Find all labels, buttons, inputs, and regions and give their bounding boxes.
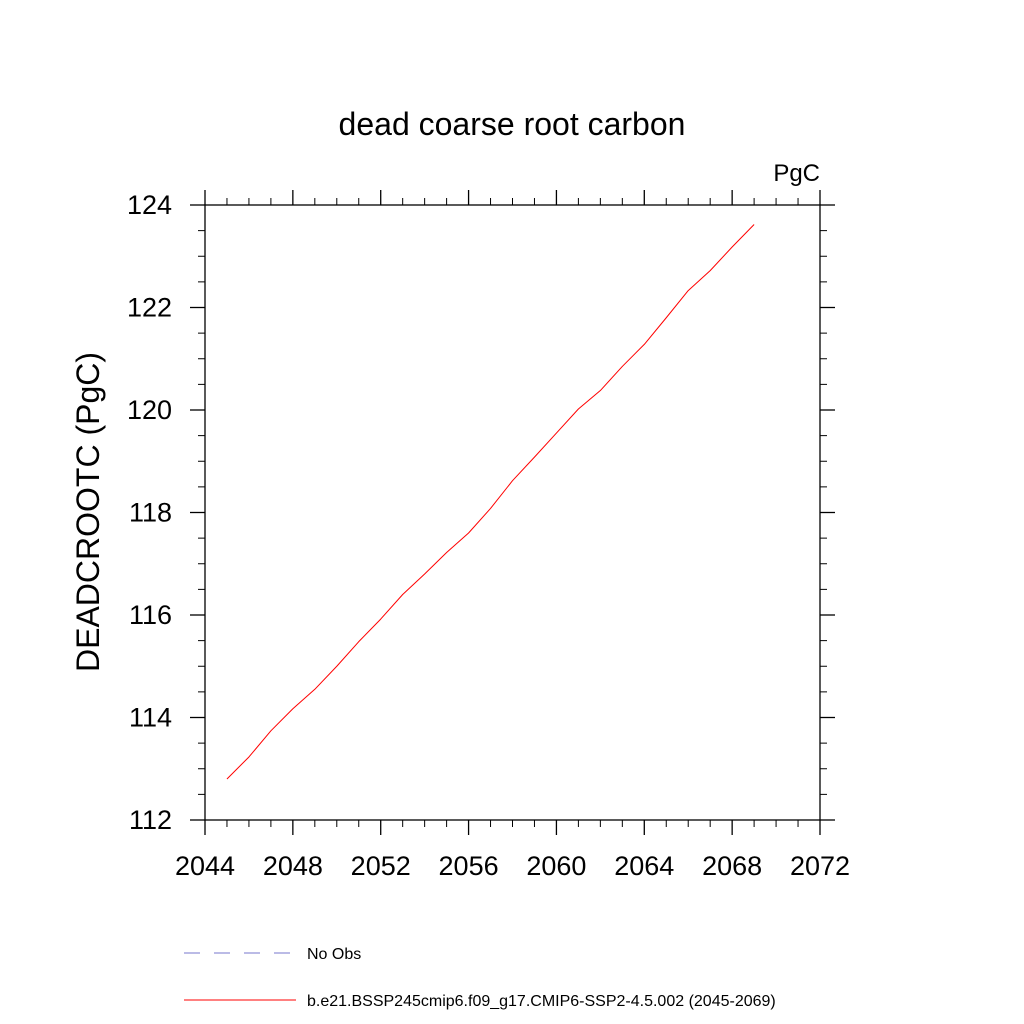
y-tick-label: 112 (129, 805, 172, 835)
y-tick-label: 120 (127, 395, 172, 425)
plot-frame (204, 204, 821, 821)
y-axis-label: DEADCROOTC (PgC) (70, 352, 106, 672)
axis-ticks: 2044 2048 2052 2056 2060 2064 2068 2072 112 114 11… (127, 190, 850, 881)
x-tick-label: 2048 (263, 851, 323, 881)
chart-title: dead coarse root carbon (339, 106, 686, 142)
series-lines (226, 224, 755, 780)
x-tick-label: 2060 (526, 851, 586, 881)
x-tick-label: 2044 (175, 851, 235, 881)
y-tick-label: 122 (127, 293, 172, 323)
y-tick-label: 116 (129, 600, 172, 630)
y-tick-label: 124 (127, 190, 172, 220)
legend-obs-label: No Obs (307, 946, 361, 963)
legend: No Obs b.e21.BSSP245cmip6.f09_g17.CMIP6-… (184, 946, 776, 1010)
y-tick-label: 118 (129, 498, 172, 528)
x-tick-label: 2052 (351, 851, 411, 881)
units-label: PgC (773, 160, 820, 187)
legend-series-label: b.e21.BSSP245cmip6.f09_g17.CMIP6-SSP2-4.… (307, 993, 776, 1010)
x-tick-label: 2072 (790, 851, 850, 881)
y-tick-label: 114 (129, 703, 172, 733)
x-tick-label: 2068 (702, 851, 762, 881)
x-tick-label: 2056 (439, 851, 499, 881)
series-line (226, 224, 755, 780)
x-tick-label: 2064 (614, 851, 674, 881)
